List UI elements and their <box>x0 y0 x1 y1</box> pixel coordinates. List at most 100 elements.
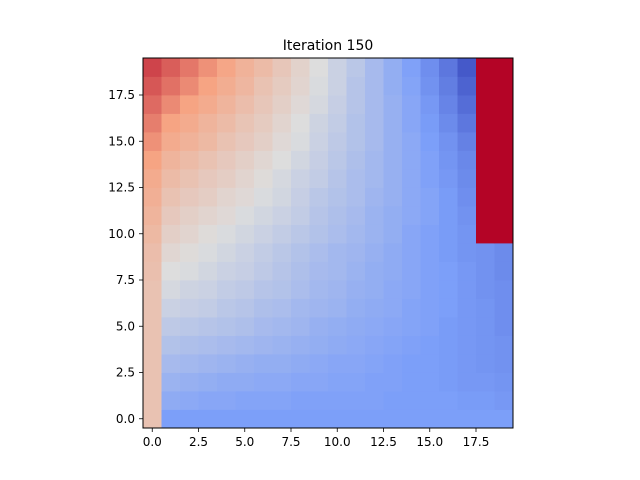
heatmap-cell <box>291 113 310 133</box>
heatmap-cell <box>291 354 310 373</box>
heatmap-cell <box>346 391 366 410</box>
heatmap-cell <box>328 58 347 77</box>
heatmap-cell <box>272 58 292 77</box>
heatmap-cell <box>254 95 273 114</box>
heatmap-cell <box>272 169 292 188</box>
heatmap-cell <box>383 76 403 96</box>
heatmap-cell <box>180 76 199 96</box>
heatmap-cell <box>383 409 403 429</box>
heatmap-cell <box>402 187 421 207</box>
heatmap-cell <box>161 95 181 114</box>
heatmap-cell <box>383 132 403 151</box>
heatmap-cell <box>198 132 218 151</box>
heatmap-cell <box>402 261 421 281</box>
heatmap-cell <box>235 372 255 392</box>
heatmap-cell <box>161 354 181 373</box>
heatmap-cell <box>309 58 329 77</box>
heatmap-cell <box>457 224 477 244</box>
heatmap-cell <box>365 335 384 355</box>
heatmap-cell <box>235 261 255 281</box>
heatmap-cell <box>161 76 181 96</box>
heatmap-cell <box>365 58 384 77</box>
heatmap-cell <box>198 150 218 170</box>
heatmap-cell <box>309 280 329 299</box>
heatmap-cell <box>439 243 458 262</box>
heatmap-cell <box>272 391 292 410</box>
heatmap-cell <box>328 224 347 244</box>
heatmap-cell <box>328 409 347 429</box>
heatmap-cell <box>420 298 440 318</box>
heatmap-cell <box>180 206 199 225</box>
heatmap-cell <box>217 132 236 151</box>
heatmap-cell <box>328 76 347 96</box>
heatmap-cell <box>402 150 421 170</box>
heatmap-cell <box>476 95 495 114</box>
heatmap-cell <box>143 280 162 299</box>
heatmap-cell <box>457 354 477 373</box>
heatmap-cell <box>328 280 347 299</box>
heatmap-cell <box>161 187 181 207</box>
heatmap-cell <box>254 335 273 355</box>
heatmap-cell <box>198 372 218 392</box>
heatmap-cell <box>457 372 477 392</box>
heatmap-cell <box>439 113 458 133</box>
heatmap-cell <box>402 169 421 188</box>
heatmap-cell <box>161 280 181 299</box>
heatmap-cell <box>198 261 218 281</box>
heatmap-cell <box>309 132 329 151</box>
heatmap-cell <box>457 280 477 299</box>
heatmap-cell <box>272 243 292 262</box>
heatmap-cell <box>365 150 384 170</box>
heatmap-cell <box>180 280 199 299</box>
heatmap-cell <box>143 206 162 225</box>
heatmap-cell <box>439 280 458 299</box>
heatmap-cell <box>180 409 199 429</box>
heatmap-cell <box>235 187 255 207</box>
heatmap-cell <box>420 261 440 281</box>
heatmap-cell <box>420 95 440 114</box>
heatmap-cell <box>494 261 514 281</box>
heatmap-cell <box>365 113 384 133</box>
heatmap-cell <box>254 317 273 336</box>
heatmap-cell <box>383 243 403 262</box>
heatmap-cell <box>420 169 440 188</box>
heatmap-cell <box>494 317 514 336</box>
heatmap-cell <box>494 224 514 244</box>
heatmap-cell <box>254 113 273 133</box>
heatmap-cell <box>365 224 384 244</box>
heatmap-cell <box>346 224 366 244</box>
heatmap-cell <box>346 317 366 336</box>
heatmap-cell <box>346 354 366 373</box>
heatmap-cell <box>235 243 255 262</box>
heatmap-cell <box>328 243 347 262</box>
y-tick-label: 15.0 <box>108 134 135 148</box>
heatmap-cell <box>383 298 403 318</box>
heatmap-cell <box>457 317 477 336</box>
heatmap-cell <box>365 132 384 151</box>
heatmap-cell <box>365 280 384 299</box>
heatmap-cell <box>180 243 199 262</box>
heatmap-cell <box>180 150 199 170</box>
heatmap-cell <box>439 298 458 318</box>
heatmap-cell <box>383 169 403 188</box>
heatmap-cell <box>309 372 329 392</box>
heatmap-cell <box>346 95 366 114</box>
heatmap-cell <box>180 132 199 151</box>
heatmap-cell <box>494 354 514 373</box>
heatmap-cell <box>180 317 199 336</box>
heatmap-cell <box>291 206 310 225</box>
heatmap-cell <box>476 391 495 410</box>
heatmap-cell <box>198 298 218 318</box>
heatmap-cell <box>143 391 162 410</box>
heatmap-cell <box>161 132 181 151</box>
heatmap-cell <box>254 132 273 151</box>
heatmap-cell <box>291 409 310 429</box>
heatmap-cell <box>402 354 421 373</box>
heatmap-cell <box>161 298 181 318</box>
heatmap-cell <box>346 187 366 207</box>
heatmap-cell <box>291 132 310 151</box>
heatmap-cell <box>309 206 329 225</box>
x-tick-label: 5.0 <box>235 435 254 449</box>
heatmap-cell <box>291 317 310 336</box>
heatmap-cell <box>309 354 329 373</box>
